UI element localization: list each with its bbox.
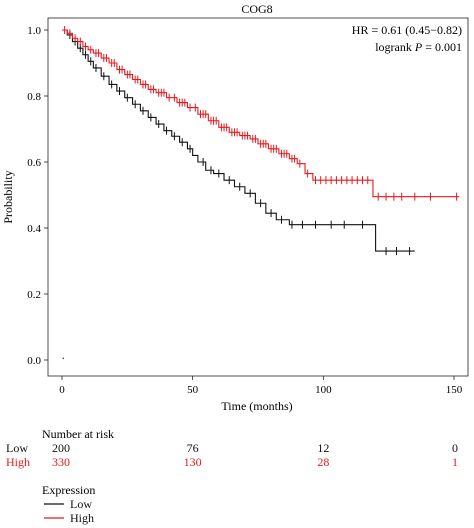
y-axis-label: Probability bbox=[1, 170, 15, 223]
legend-item-low: Low bbox=[44, 497, 92, 511]
series-low bbox=[62, 29, 415, 256]
origin-dot bbox=[62, 357, 65, 360]
x-axis-ticks: 0 50 100 150 bbox=[59, 376, 463, 396]
y-tick-label: 0.0 bbox=[27, 355, 41, 367]
y-tick-label: 0.2 bbox=[27, 289, 41, 301]
x-tick-label: 0 bbox=[59, 384, 65, 396]
x-tick-label: 100 bbox=[315, 384, 332, 396]
y-tick-label: 0.4 bbox=[27, 223, 41, 235]
logrank-prefix: logrank bbox=[375, 40, 415, 54]
legend-title: Expression bbox=[42, 483, 95, 497]
plot-frame bbox=[47, 17, 469, 377]
hr-annotation: HR = 0.61 (0.45−0.82) bbox=[352, 23, 462, 37]
legend-label: High bbox=[70, 511, 94, 525]
legend-item-high: High bbox=[44, 511, 94, 525]
x-tick-label: 50 bbox=[187, 384, 199, 396]
risk-table-header: Number at risk bbox=[42, 427, 114, 441]
y-tick-label: 0.8 bbox=[27, 91, 41, 103]
risk-cell: 130 bbox=[184, 455, 202, 469]
y-tick-label: 0.6 bbox=[27, 157, 41, 169]
risk-table: Low 200 76 12 0 High 330 130 28 1 bbox=[6, 441, 458, 469]
km-curve-high bbox=[62, 29, 460, 198]
risk-row-label: High bbox=[6, 455, 30, 469]
logrank-suffix: = 0.001 bbox=[422, 40, 462, 54]
risk-cell: 12 bbox=[317, 441, 329, 455]
risk-cell: 28 bbox=[317, 455, 329, 469]
logrank-annotation: logrank P = 0.001 bbox=[375, 40, 462, 54]
risk-cell: 330 bbox=[52, 455, 70, 469]
risk-cell: 0 bbox=[452, 441, 458, 455]
y-tick-label: 1.0 bbox=[27, 25, 41, 37]
risk-cell: 1 bbox=[452, 455, 458, 469]
y-axis-ticks: 0.0 0.2 0.4 0.6 0.8 1.0 bbox=[27, 25, 48, 367]
risk-cell: 200 bbox=[52, 441, 70, 455]
x-axis-label: Time (months) bbox=[221, 399, 292, 413]
logrank-p: P bbox=[414, 40, 423, 54]
series-layer bbox=[62, 26, 460, 360]
x-tick-label: 150 bbox=[446, 384, 463, 396]
risk-cell: 76 bbox=[187, 441, 199, 455]
risk-row-label: Low bbox=[6, 441, 28, 455]
legend-label: Low bbox=[70, 497, 92, 511]
chart-title: COG8 bbox=[241, 2, 272, 16]
series-high bbox=[62, 26, 460, 201]
